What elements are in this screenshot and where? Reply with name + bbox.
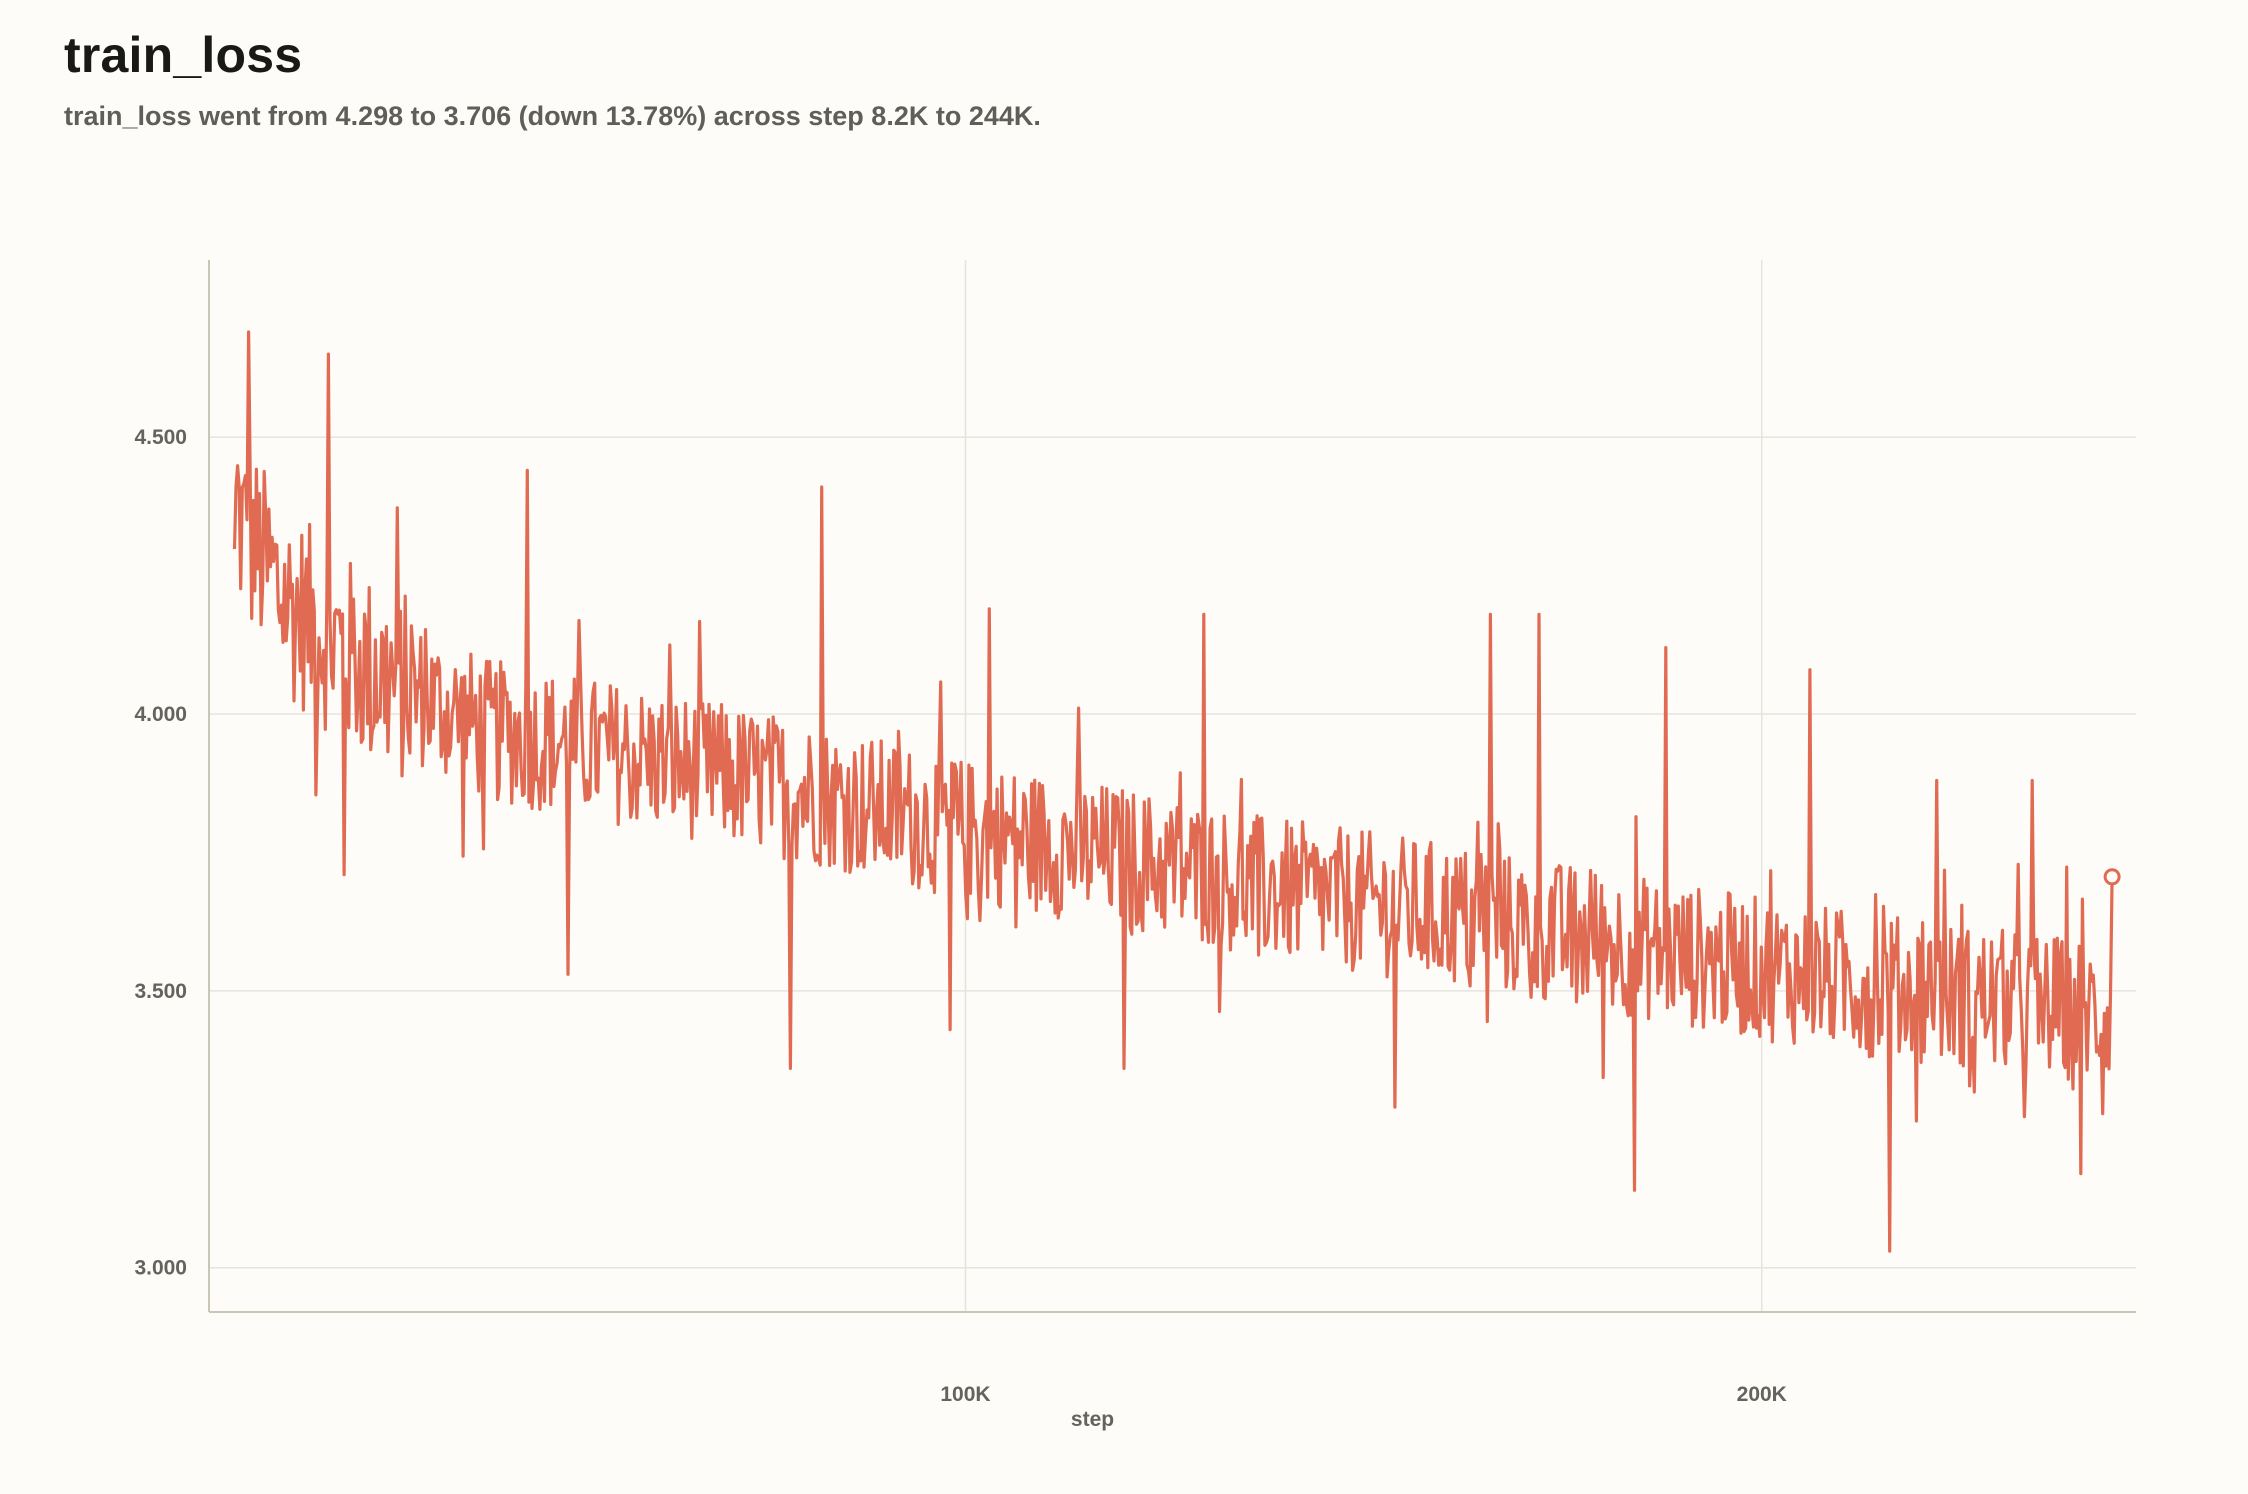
y-tick-label: 4.500 <box>134 426 187 449</box>
label-layer: 3.000 3.500 4.000 4.500 100K 200K step <box>134 426 1786 1431</box>
y-tick-label: 3.000 <box>134 1257 187 1280</box>
grid-layer <box>209 260 2136 1312</box>
axis-layer <box>208 260 2136 1313</box>
chart-subtitle: train_loss went from 4.298 to 3.706 (dow… <box>64 101 1041 131</box>
series-layer <box>232 330 2121 1253</box>
y-tick-label: 4.000 <box>134 703 187 726</box>
train-loss-series-line <box>232 330 2114 1253</box>
x-tick-label: 200K <box>1737 1383 1787 1406</box>
y-tick-label: 3.500 <box>134 980 187 1003</box>
chart-title: train_loss <box>64 27 303 83</box>
last-point-marker <box>2103 868 2121 886</box>
x-tick-label: 100K <box>940 1383 990 1406</box>
x-axis-title: step <box>1071 1408 1114 1431</box>
